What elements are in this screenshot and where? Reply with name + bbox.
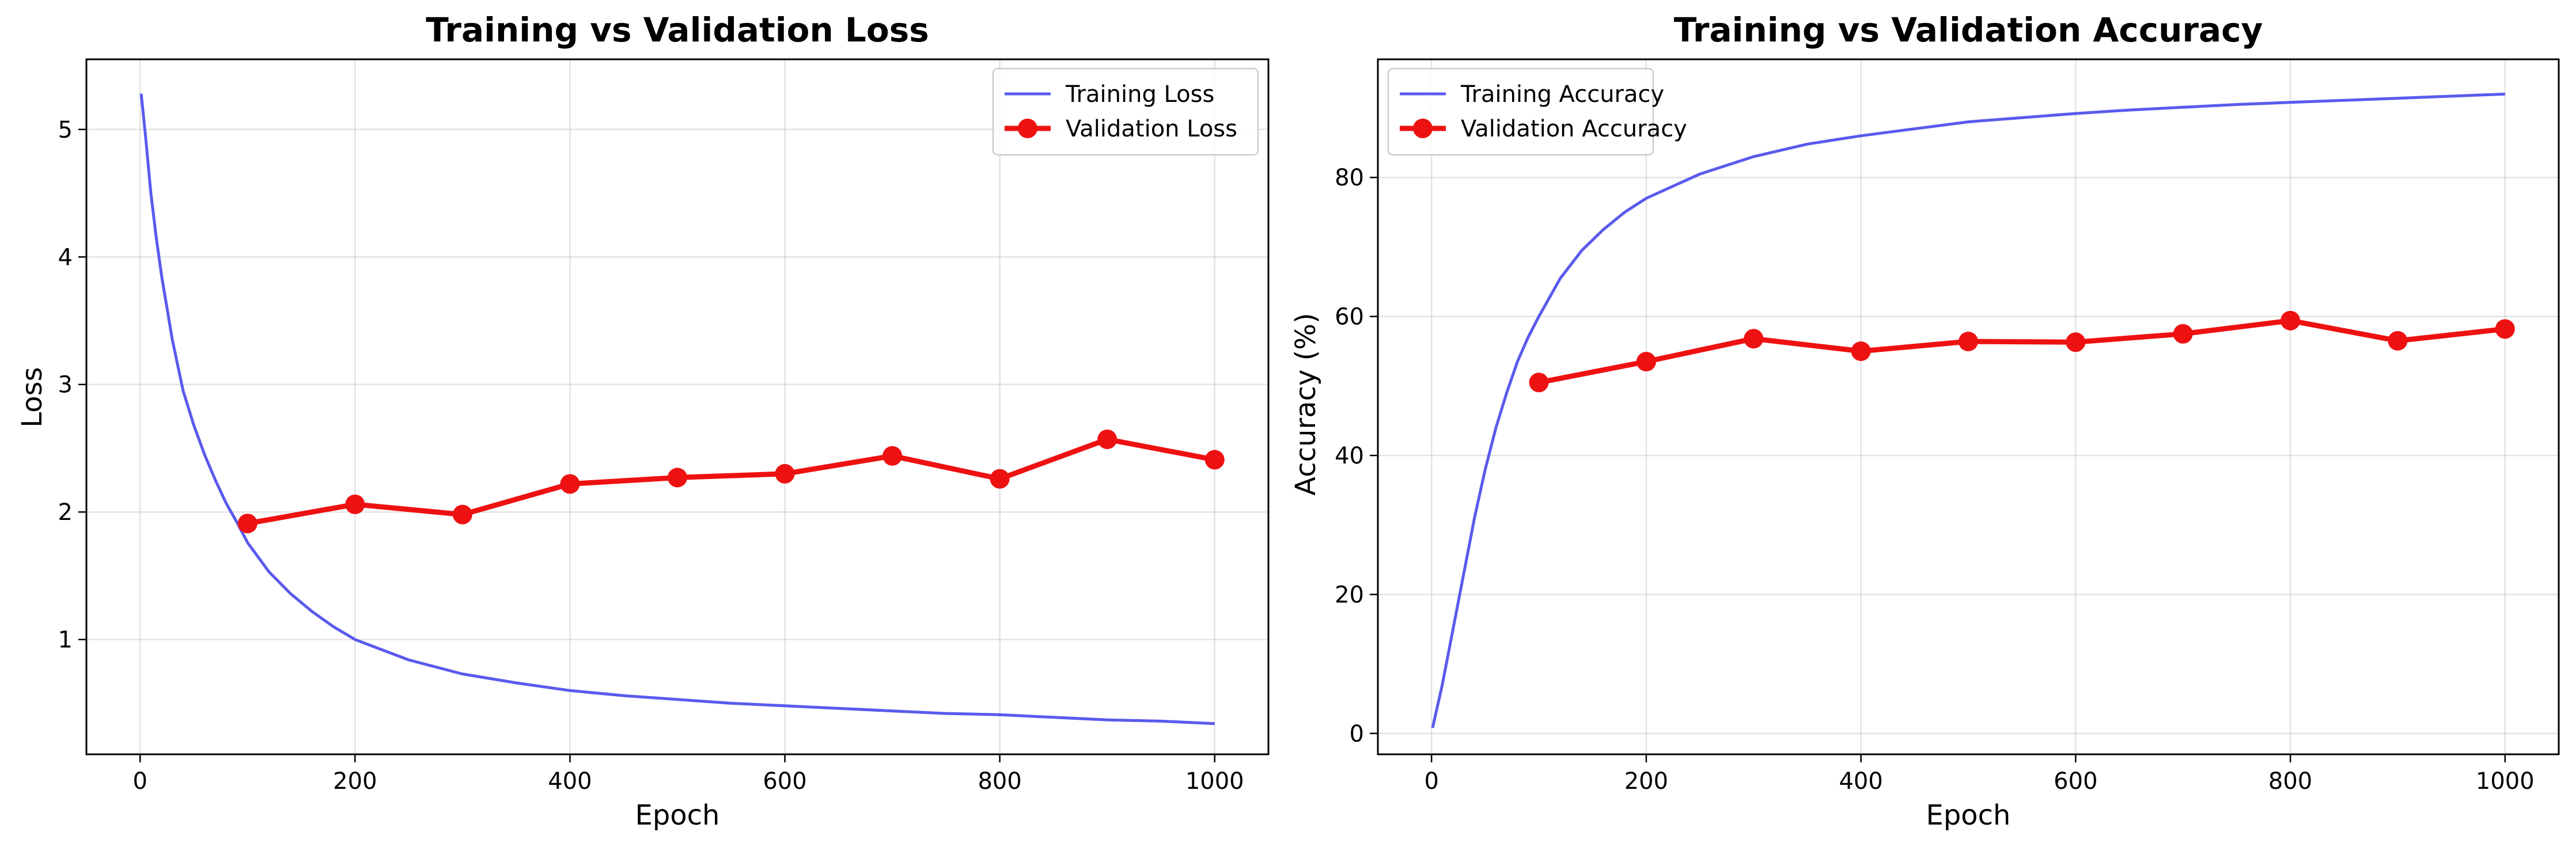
accuracy-chart-title: Training vs Validation Accuracy: [1674, 10, 2263, 50]
accuracy-chart-xlabel: Epoch: [1926, 799, 2011, 831]
validation-accuracy-point: [2066, 332, 2086, 352]
validation-accuracy-point: [1958, 332, 1978, 352]
loss-grid: [86, 59, 1268, 754]
loss-legend: Training Loss Validation Loss: [992, 67, 1259, 156]
validation-accuracy-legend-marker: [1413, 119, 1433, 138]
validation-loss-point: [452, 504, 472, 525]
loss-x-tick-label: 0: [133, 768, 147, 795]
accuracy-chart-panel: Training vs Validation Accuracy Epoch Ac…: [1290, 10, 2560, 831]
validation-accuracy-line: [1538, 318, 2506, 385]
accuracy-x-tick-label: 400: [1839, 768, 1882, 795]
validation-loss-point: [668, 468, 687, 488]
loss-y-tick-label: 5: [58, 117, 73, 143]
loss-chart-xlabel: Epoch: [635, 799, 720, 831]
training-loss-legend-label: Training Loss: [1065, 81, 1214, 108]
validation-loss-point: [560, 474, 580, 494]
validation-loss-point: [990, 469, 1010, 489]
validation-accuracy-point: [2173, 324, 2193, 344]
loss-plot-frame: [85, 58, 1270, 755]
loss-x-tick-label: 800: [978, 768, 1021, 795]
validation-accuracy-point: [1851, 341, 1871, 361]
accuracy-grid: [1378, 59, 2559, 754]
validation-loss-point: [882, 446, 903, 466]
loss-x-tick-label: 400: [548, 768, 592, 795]
validation-loss-point: [237, 514, 257, 534]
training-accuracy-line: [1431, 92, 2505, 728]
validation-accuracy-point: [1744, 329, 1764, 349]
loss-x-tick-label: 1000: [1185, 768, 1244, 795]
validation-loss-point: [1204, 450, 1225, 470]
loss-y-tick-label: 4: [58, 244, 73, 271]
validation-accuracy-point: [2280, 310, 2301, 331]
validation-accuracy-legend-label: Validation Accuracy: [1461, 116, 1687, 142]
accuracy-y-tick-label: 80: [1335, 165, 1364, 191]
validation-accuracy-point: [1636, 352, 1656, 372]
validation-accuracy-point: [2495, 319, 2515, 339]
accuracy-x-tick-label: 1000: [2476, 768, 2535, 795]
accuracy-chart-ylabel: Accuracy (%): [1290, 313, 1322, 495]
accuracy-y-tick-label: 60: [1335, 304, 1364, 331]
accuracy-x-tick-label: 0: [1424, 768, 1438, 795]
validation-loss-line: [247, 436, 1215, 526]
loss-y-tick-label: 1: [58, 627, 73, 654]
validation-loss-point: [775, 464, 795, 484]
training-loss-line: [139, 93, 1215, 726]
accuracy-y-tick-label: 40: [1335, 443, 1364, 469]
accuracy-y-tick-label: 0: [1350, 721, 1364, 747]
loss-legend-box: [992, 67, 1259, 156]
accuracy-y-tick-label: 20: [1335, 582, 1364, 608]
validation-loss-point: [345, 494, 365, 514]
loss-chart-title: Training vs Validation Loss: [426, 10, 929, 50]
validation-loss-legend-marker: [1018, 119, 1037, 138]
accuracy-plot-frame: [1377, 58, 2560, 755]
validation-loss-legend-label: Validation Loss: [1066, 116, 1237, 142]
loss-chart-panel: Training vs Validation Loss Epoch Loss 0…: [16, 10, 1270, 831]
accuracy-x-tick-label: 800: [2268, 768, 2312, 795]
accuracy-x-tick-label: 600: [2054, 768, 2097, 795]
accuracy-legend: Training Accuracy Validation Accuracy: [1387, 67, 1687, 156]
loss-x-tick-label: 200: [333, 768, 377, 795]
loss-chart-ylabel: Loss: [16, 367, 48, 427]
loss-y-tick-label: 3: [58, 372, 73, 398]
loss-y-tick-label: 2: [58, 499, 73, 526]
validation-accuracy-point: [1529, 373, 1549, 393]
validation-loss-point: [1097, 429, 1117, 449]
accuracy-x-tick-label: 200: [1624, 768, 1668, 795]
accuracy-legend-box: [1387, 67, 1654, 156]
training-accuracy-legend-label: Training Accuracy: [1460, 81, 1664, 108]
loss-x-tick-label: 600: [763, 768, 806, 795]
validation-accuracy-point: [2388, 331, 2408, 351]
